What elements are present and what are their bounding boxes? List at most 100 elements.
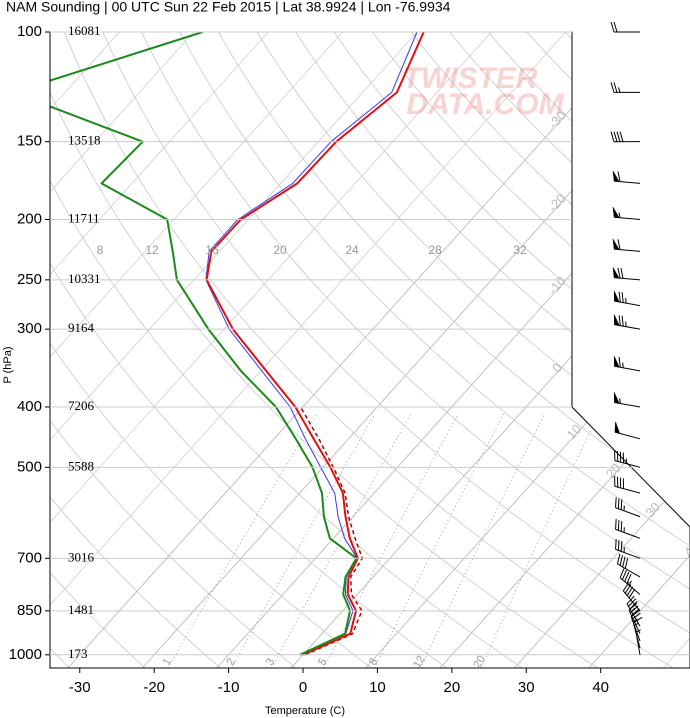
wind-barb: [610, 82, 641, 93]
dry-adiabat: [141, 32, 690, 668]
dry-adiabat: [603, 32, 690, 668]
mixing-ratio-label: 3: [264, 656, 277, 667]
wind-barb: [616, 553, 641, 578]
isotherm-label: 40: [681, 539, 690, 560]
isotherm-label: 30: [642, 499, 663, 520]
barb-pennant: [613, 290, 620, 303]
dry-adiabat: [487, 32, 690, 668]
wind-barb: [612, 206, 641, 220]
x-tick-label: 10: [369, 679, 386, 696]
grid-line: [216, 32, 690, 668]
x-tick-label: 30: [518, 679, 535, 696]
wind-barb: [614, 450, 641, 468]
isotherm: [50, 32, 418, 668]
isotherm-label: 10: [564, 421, 585, 442]
isotherm: [50, 32, 343, 668]
y-tick-label: 850: [17, 602, 42, 619]
barb-staff: [610, 21, 640, 33]
dry-adiabat: [410, 32, 690, 668]
isotherm-label: -10: [545, 273, 569, 297]
barb-staff: [610, 131, 641, 143]
isotherm: [50, 32, 195, 668]
barb-staff: [614, 356, 641, 372]
chart-title: NAM Sounding | 00 UTC Sun 22 Feb 2015 | …: [6, 0, 451, 15]
wind-barb: [615, 497, 641, 518]
dry-adiabat: [179, 32, 690, 668]
wind-barb: [612, 267, 641, 281]
adiabat-label: 16: [205, 243, 219, 257]
barb-staff: [614, 291, 641, 307]
barb-staff: [630, 609, 641, 642]
height-label: 173: [68, 646, 88, 661]
wind-barb: [630, 609, 641, 642]
dry-adiabat: [63, 32, 674, 668]
x-axis-title: Temperature (C): [265, 705, 345, 717]
adiabat-label: 20: [273, 243, 287, 257]
isotherm: [50, 32, 492, 668]
isotherm: [50, 32, 567, 668]
mixing-ratio-line: [323, 413, 459, 668]
wind-barb: [613, 356, 641, 372]
barb-pennant: [612, 170, 620, 182]
mixing-ratio-label: 2: [224, 656, 237, 667]
mixing-ratio-label: 8: [367, 656, 380, 667]
wind-barb: [615, 539, 641, 559]
wind-barb: [615, 518, 641, 539]
barb-staff: [616, 553, 641, 578]
mixing-ratio-line: [231, 413, 376, 668]
y-tick-label: 500: [17, 458, 42, 475]
mixing-ratio-line: [167, 413, 318, 668]
barb-staff: [610, 82, 641, 93]
barb-staff: [635, 629, 641, 655]
barb-pennant: [613, 356, 620, 368]
barb-pennant: [614, 421, 621, 434]
watermark-text: TWISTER: [403, 62, 538, 95]
profiles: [50, 32, 425, 656]
height-label: 13518: [68, 133, 101, 148]
wind-barb: [613, 392, 641, 408]
mixing-ratio-line: [420, 413, 546, 668]
wind-barb: [635, 629, 641, 655]
wind-barb: [622, 581, 641, 612]
isotherm: [50, 32, 120, 668]
dry-adiabat: [50, 32, 221, 668]
dry-adiabat: [372, 32, 690, 668]
dry-adiabat: [449, 32, 690, 668]
grid-line: [514, 32, 690, 668]
plot-frame: [49, 31, 690, 669]
wind-barb: [614, 475, 641, 494]
dry-adiabat: [50, 32, 297, 668]
dry-adiabat: [642, 32, 690, 668]
y-tick-label: 200: [17, 210, 42, 227]
wind-barb: [610, 131, 641, 143]
x-tick-label: -10: [218, 679, 240, 696]
dry-adiabat: [50, 32, 523, 668]
adiabat-label: 28: [428, 243, 442, 257]
isotherm-label: -20: [545, 191, 569, 215]
barb-pennant: [613, 392, 620, 404]
profile-line: [50, 32, 358, 656]
dry-adiabat: [50, 32, 599, 668]
barb-pennant: [613, 314, 620, 326]
y-tick-label: 100: [17, 23, 42, 40]
barb-pennant: [612, 267, 620, 279]
wind-barb: [613, 290, 641, 307]
watermark-text: DATA.COM: [406, 88, 564, 121]
profile-line: [299, 406, 364, 656]
dry-adiabat: [218, 32, 690, 668]
height-label: 11711: [68, 210, 100, 225]
wind-barb: [613, 314, 641, 330]
isotherm-label: 0: [549, 360, 565, 375]
x-tick-label: -20: [143, 679, 165, 696]
barb-staff: [615, 539, 641, 559]
y-tick-label: 250: [17, 271, 42, 288]
dry-adiabat: [256, 32, 690, 668]
dry-adiabat: [680, 32, 690, 668]
isotherm: [662, 32, 690, 668]
height-label: 9164: [68, 320, 95, 335]
dry-adiabat: [50, 32, 372, 668]
height-label: 5588: [68, 458, 94, 473]
dry-adiabat: [333, 32, 690, 668]
height-label: 7206: [68, 398, 95, 413]
wind-barb: [612, 170, 641, 184]
